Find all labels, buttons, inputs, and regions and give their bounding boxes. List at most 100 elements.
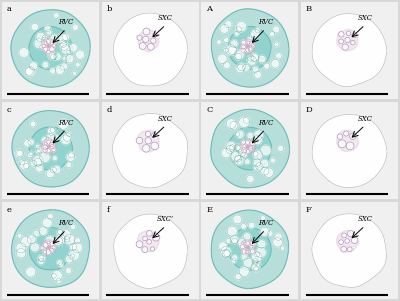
Circle shape (345, 37, 350, 43)
Polygon shape (211, 109, 290, 188)
Circle shape (337, 134, 343, 139)
Circle shape (142, 247, 148, 253)
Polygon shape (41, 139, 56, 154)
Circle shape (339, 39, 344, 44)
Text: RVC: RVC (58, 219, 74, 227)
Circle shape (260, 145, 271, 156)
Circle shape (142, 144, 150, 152)
Polygon shape (240, 139, 255, 154)
Circle shape (228, 46, 237, 55)
Circle shape (247, 132, 254, 139)
Text: c: c (7, 106, 12, 114)
Polygon shape (29, 26, 72, 70)
Circle shape (350, 133, 356, 139)
Circle shape (19, 48, 29, 57)
Circle shape (64, 234, 75, 245)
Circle shape (238, 238, 246, 247)
Circle shape (346, 142, 354, 150)
Text: SXC: SXC (158, 14, 173, 22)
Circle shape (251, 29, 260, 39)
Circle shape (273, 237, 282, 247)
Circle shape (243, 258, 253, 268)
Circle shape (143, 36, 149, 42)
Circle shape (338, 32, 344, 37)
Circle shape (43, 148, 48, 152)
Polygon shape (241, 39, 255, 54)
Circle shape (44, 142, 47, 145)
Circle shape (146, 231, 152, 236)
Circle shape (243, 116, 250, 123)
Circle shape (252, 66, 258, 73)
Polygon shape (42, 39, 56, 54)
Circle shape (50, 68, 56, 74)
Circle shape (236, 145, 244, 153)
Circle shape (339, 240, 344, 244)
Circle shape (246, 140, 250, 144)
Polygon shape (337, 29, 358, 51)
Circle shape (271, 60, 280, 68)
Circle shape (63, 133, 72, 141)
Circle shape (142, 144, 150, 152)
Circle shape (246, 150, 250, 153)
Circle shape (247, 37, 252, 42)
Circle shape (46, 148, 50, 153)
Circle shape (75, 62, 80, 67)
Circle shape (352, 237, 358, 244)
Circle shape (237, 159, 242, 164)
Circle shape (345, 239, 350, 243)
Circle shape (36, 146, 43, 153)
Circle shape (54, 53, 61, 60)
Circle shape (258, 55, 266, 63)
Circle shape (52, 148, 56, 152)
Circle shape (145, 131, 151, 137)
Circle shape (235, 144, 243, 152)
Circle shape (233, 215, 242, 224)
Circle shape (54, 135, 59, 140)
Circle shape (236, 27, 242, 33)
Circle shape (54, 13, 59, 18)
Circle shape (48, 246, 50, 248)
Circle shape (231, 151, 241, 161)
Circle shape (57, 260, 62, 265)
Circle shape (136, 241, 143, 248)
Circle shape (57, 230, 64, 237)
Circle shape (151, 133, 156, 137)
Polygon shape (240, 240, 255, 255)
Circle shape (137, 35, 142, 40)
Circle shape (225, 20, 232, 28)
Circle shape (235, 155, 242, 162)
Text: f: f (106, 206, 110, 214)
Circle shape (27, 152, 33, 158)
Circle shape (341, 246, 346, 252)
Text: B: B (306, 5, 312, 13)
Circle shape (143, 36, 149, 42)
Text: SXC: SXC (358, 115, 372, 123)
Circle shape (338, 140, 346, 148)
Circle shape (247, 246, 249, 248)
Circle shape (242, 40, 246, 44)
Circle shape (42, 35, 48, 40)
Circle shape (52, 44, 55, 47)
Circle shape (39, 227, 48, 235)
Circle shape (251, 262, 260, 271)
Circle shape (223, 62, 230, 69)
Circle shape (339, 240, 344, 244)
Circle shape (38, 255, 44, 261)
Polygon shape (228, 127, 272, 170)
Circle shape (30, 121, 36, 127)
Circle shape (36, 144, 40, 149)
Circle shape (346, 142, 354, 150)
Circle shape (226, 141, 236, 151)
Circle shape (268, 231, 273, 236)
Circle shape (254, 130, 264, 139)
Circle shape (242, 140, 246, 144)
Circle shape (256, 262, 260, 266)
Circle shape (44, 41, 47, 45)
Circle shape (256, 247, 266, 258)
Circle shape (234, 31, 239, 36)
Circle shape (250, 241, 255, 246)
Circle shape (136, 241, 143, 248)
Circle shape (20, 160, 29, 170)
Circle shape (41, 246, 44, 250)
Circle shape (221, 247, 231, 257)
